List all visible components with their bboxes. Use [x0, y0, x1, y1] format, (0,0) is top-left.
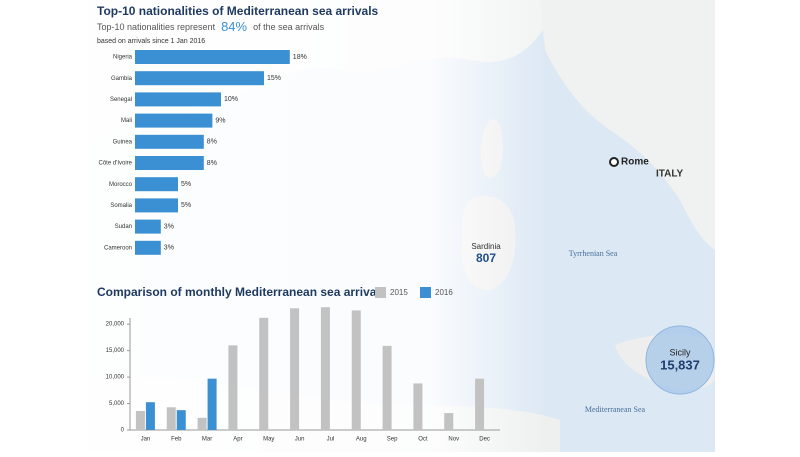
x-tick-label: May — [263, 437, 274, 443]
subtitle-text: Top-10 nationalities represent — [97, 22, 216, 32]
category-label: Guinea — [113, 139, 133, 145]
bar — [135, 410, 145, 430]
arrivals-bubble — [645, 325, 715, 395]
legend-label: 2016 — [435, 288, 453, 297]
bar — [290, 308, 300, 430]
bar — [145, 402, 155, 430]
bar — [207, 378, 217, 430]
bar — [413, 383, 423, 430]
x-tick-label: Sep — [387, 437, 398, 443]
y-tick-label: 5,000 — [109, 401, 125, 407]
chart-subtitle: Top-10 nationalities represent 84% of the … — [97, 19, 325, 34]
legend-swatch — [420, 287, 431, 298]
value-label: 18% — [293, 54, 307, 61]
category-label: Senegal — [110, 97, 132, 103]
sea-label: Mediterranean Sea — [585, 405, 646, 414]
value-label: 5% — [181, 181, 191, 188]
category-label: Côte d'Ivoire — [99, 161, 133, 167]
bar — [135, 71, 264, 86]
subtitle-text: of the sea arrivals — [253, 22, 325, 32]
chart-note: based on arrivals since 1 Jan 2016 — [97, 38, 205, 45]
chart-title: Top-10 nationalities of Mediterranean se… — [97, 4, 379, 18]
bar — [197, 417, 207, 430]
x-tick-label: Oct — [418, 437, 428, 443]
bar — [135, 113, 213, 128]
x-tick-label: Jan — [141, 437, 151, 443]
bar — [228, 345, 238, 430]
y-tick-label: 0 — [121, 428, 125, 434]
y-tick-label: 15,000 — [106, 348, 125, 354]
x-tick-label: Feb — [171, 437, 182, 443]
bar — [135, 240, 161, 255]
place-name: Sicily — [669, 347, 691, 357]
bar — [444, 413, 454, 430]
place-arrivals: 807 — [476, 251, 496, 265]
sea-label: Tyrrhenian Sea — [569, 249, 618, 258]
category-label: Gambia — [111, 76, 133, 82]
category-label: Cameroon — [104, 245, 132, 251]
value-label: 8% — [207, 139, 217, 146]
category-label: Morocco — [109, 182, 133, 188]
x-tick-label: Jul — [327, 437, 335, 443]
value-label: 3% — [164, 245, 174, 252]
bar — [135, 198, 178, 213]
capital-label: Rome — [621, 157, 649, 168]
map: Rome ITALY Sardinia 807 Tyrrhenian Sea M… — [87, 0, 715, 452]
bar — [135, 177, 178, 192]
legend-label: 2015 — [390, 288, 408, 297]
place-name: Sardinia — [471, 242, 501, 251]
x-tick-label: Jun — [295, 437, 305, 443]
bar — [135, 50, 290, 64]
value-label: 10% — [224, 96, 238, 103]
x-tick-label: Dec — [479, 437, 490, 443]
country-label: ITALY — [656, 169, 684, 180]
y-tick-label: 20,000 — [106, 322, 125, 328]
x-tick-label: Nov — [448, 437, 459, 443]
bar — [166, 407, 176, 430]
subtitle-highlight: 84% — [221, 19, 247, 34]
value-label: 3% — [164, 223, 174, 230]
x-tick-label: Apr — [233, 437, 242, 443]
value-label: 5% — [181, 202, 191, 209]
category-label: Somalia — [110, 203, 132, 209]
legend-swatch — [375, 287, 386, 298]
bar — [176, 410, 186, 430]
bar — [135, 134, 204, 149]
y-tick-label: 10,000 — [106, 375, 125, 381]
bar — [259, 317, 269, 430]
land-italy — [540, 0, 715, 250]
bar — [382, 345, 392, 430]
bar — [135, 219, 161, 234]
value-label: 8% — [207, 160, 217, 167]
bar — [320, 307, 330, 430]
chart-title: Comparison of monthly Mediterranean sea … — [97, 285, 387, 299]
category-label: Nigeria — [113, 55, 133, 61]
x-tick-label: Mar — [202, 437, 212, 443]
bar — [135, 92, 221, 107]
category-label: Mali — [121, 118, 132, 124]
value-label: 9% — [215, 117, 225, 124]
bar — [351, 310, 361, 430]
place-arrivals: 15,837 — [660, 357, 700, 372]
bar — [135, 156, 204, 170]
bar — [475, 378, 485, 430]
capital-marker — [609, 157, 619, 167]
value-label: 15% — [267, 75, 281, 82]
x-tick-label: Aug — [356, 437, 367, 443]
category-label: Sudan — [115, 224, 132, 230]
